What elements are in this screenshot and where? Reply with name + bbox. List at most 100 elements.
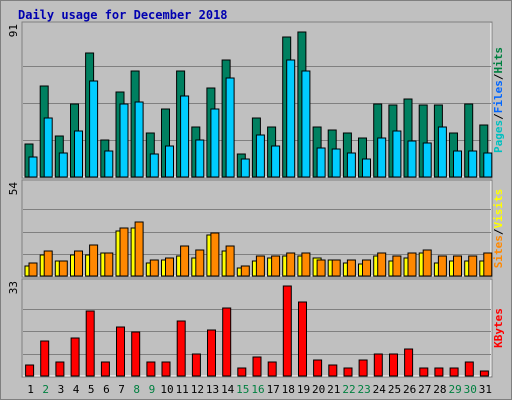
x-tick-label-day-23: 23: [357, 383, 370, 396]
bar-files-day-17: [271, 145, 281, 178]
x-tick-label-day-6: 6: [103, 383, 110, 396]
bar-sites-day-19: [301, 252, 311, 277]
bar-files-day-18: [286, 59, 296, 178]
x-tick-label-day-28: 28: [433, 383, 446, 396]
bar-sites-day-5: [89, 244, 99, 277]
x-tick-label-day-2: 2: [42, 383, 49, 396]
bar-kbytes-day-9: [146, 361, 156, 377]
bar-kbytes-day-2: [40, 340, 50, 377]
bar-kbytes-day-5: [85, 310, 95, 377]
bar-sites-day-12: [195, 249, 205, 277]
bar-kbytes-day-15: [237, 367, 247, 377]
bar-files-day-14: [225, 77, 235, 178]
x-tick-label-day-25: 25: [388, 383, 401, 396]
bar-sites-day-22: [346, 259, 356, 277]
x-tick-label-day-9: 9: [149, 383, 156, 396]
bar-files-day-27: [422, 142, 432, 178]
x-tick-label-day-12: 12: [191, 383, 204, 396]
bar-kbytes-day-30: [464, 361, 474, 377]
bar-files-day-30: [468, 150, 478, 178]
bar-files-day-20: [316, 147, 326, 178]
x-tick-label-day-27: 27: [418, 383, 431, 396]
bar-sites-day-21: [331, 259, 341, 277]
bar-sites-day-14: [225, 245, 235, 277]
bar-sites-day-23: [362, 259, 371, 277]
x-tick-label-day-29: 29: [448, 383, 461, 396]
x-tick-label-day-16: 16: [251, 383, 264, 396]
bar-sites-day-8: [134, 221, 144, 277]
bar-kbytes-day-4: [70, 337, 80, 377]
legend-separator: /: [492, 113, 505, 120]
bar-files-day-19: [301, 70, 311, 178]
x-tick-label-day-21: 21: [327, 383, 340, 396]
bar-kbytes-day-21: [328, 364, 338, 377]
bar-sites-day-30: [468, 255, 478, 277]
bar-kbytes-day-29: [449, 367, 459, 377]
bar-sites-day-7: [119, 227, 129, 277]
x-tick-label-day-18: 18: [282, 383, 295, 396]
bar-sites-day-26: [407, 252, 417, 277]
bar-files-day-9: [149, 153, 159, 178]
x-tick-label-day-20: 20: [312, 383, 325, 396]
bar-kbytes-day-25: [389, 353, 398, 377]
bar-kbytes-day-16: [252, 356, 262, 377]
bar-files-day-28: [437, 126, 447, 178]
chart-title: Daily usage for December 2018: [18, 8, 228, 22]
bar-files-day-6: [104, 150, 114, 178]
x-tick-label-day-26: 26: [403, 383, 416, 396]
bar-files-day-3: [58, 152, 68, 178]
y-max-label-2: 54: [7, 182, 20, 196]
bar-sites-day-10: [165, 257, 174, 277]
bar-files-day-24: [377, 137, 387, 178]
bar-kbytes-day-6: [100, 361, 110, 377]
bar-files-day-10: [165, 145, 174, 178]
legend-item-kbytes: KBytes: [492, 308, 505, 348]
bar-kbytes-day-26: [404, 348, 414, 377]
legend-item-sites: Sites: [492, 235, 505, 268]
x-tick-label-day-3: 3: [58, 383, 65, 396]
bar-sites-day-9: [149, 259, 159, 277]
bar-files-day-31: [483, 152, 493, 178]
x-tick-label-day-10: 10: [160, 383, 173, 396]
bar-sites-day-15: [240, 265, 250, 277]
legend-2: Sites/Visits: [492, 189, 505, 269]
bar-kbytes-day-13: [207, 329, 216, 377]
bar-files-day-7: [119, 103, 129, 178]
bar-kbytes-day-24: [373, 353, 383, 377]
bar-sites-day-13: [210, 232, 220, 277]
bar-sites-day-11: [180, 245, 190, 277]
bar-files-day-2: [43, 117, 53, 178]
bar-sites-day-4: [74, 250, 83, 277]
bar-sites-day-16: [255, 255, 265, 277]
x-tick-label-day-13: 13: [206, 383, 219, 396]
bar-files-day-13: [210, 108, 220, 178]
legend-separator: /: [492, 228, 505, 235]
legend-3: KBytes: [492, 308, 505, 348]
bar-kbytes-day-3: [55, 361, 65, 377]
bar-kbytes-day-23: [358, 359, 368, 377]
legend-item-pages: Pages: [492, 120, 505, 153]
legend-item-visits: Visits: [492, 189, 505, 229]
bar-files-day-4: [74, 130, 83, 178]
x-tick-label-day-14: 14: [221, 383, 235, 396]
bar-sites-day-18: [286, 252, 296, 277]
bar-files-day-21: [331, 148, 341, 178]
bar-sites-day-24: [377, 252, 387, 277]
bar-kbytes-day-11: [176, 320, 186, 377]
x-tick-label-day-22: 22: [342, 383, 355, 396]
bar-sites-day-29: [453, 255, 462, 277]
bar-files-day-23: [362, 158, 371, 178]
bar-files-day-16: [255, 134, 265, 178]
bar-files-day-5: [89, 80, 99, 178]
bar-files-day-15: [240, 158, 250, 178]
bar-kbytes-day-1: [25, 364, 35, 377]
x-tick-label-day-1: 1: [27, 383, 34, 396]
legend-separator: /: [492, 73, 505, 80]
bar-sites-day-6: [104, 252, 114, 277]
bar-sites-day-28: [437, 255, 447, 277]
bar-sites-day-2: [43, 250, 53, 277]
bar-sites-day-17: [271, 255, 281, 277]
bar-files-day-29: [453, 150, 462, 178]
bar-files-day-25: [392, 130, 402, 178]
